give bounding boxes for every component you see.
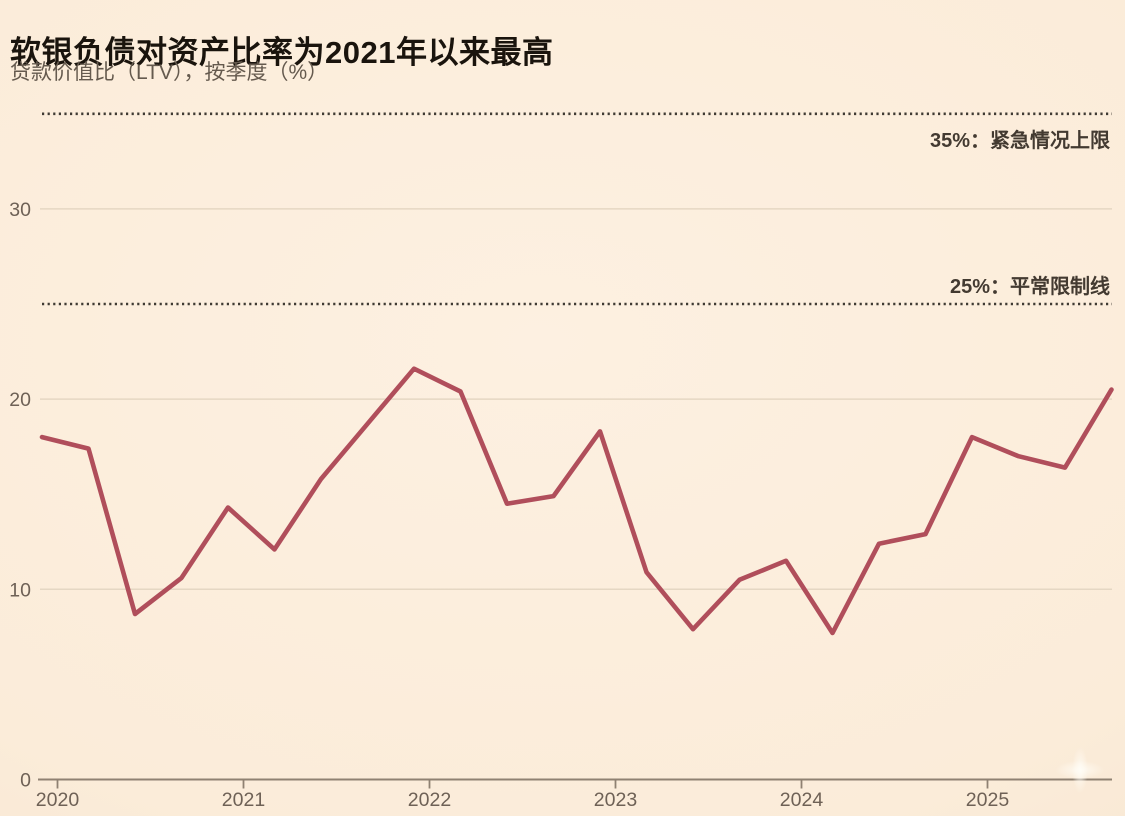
x-axis-label-2022: 2022 xyxy=(408,789,451,811)
y-axis-label-10: 10 xyxy=(9,579,31,601)
x-axis-label-2025: 2025 xyxy=(966,789,1010,811)
x-axis-label-2024: 2024 xyxy=(780,789,824,811)
x-axis-label-2021: 2021 xyxy=(222,789,265,811)
y-axis-label-0: 0 xyxy=(20,770,31,792)
ltv-line-series xyxy=(39,366,1114,636)
y-axis-label-30: 30 xyxy=(9,199,31,221)
chart-title: 软银负债对资产比率为2021年以来最高 xyxy=(10,34,554,70)
reference-label-35: 35%：紧急情况上限 xyxy=(930,128,1110,152)
reference-label-25: 25%：平常限制线 xyxy=(950,274,1110,298)
x-axis-label-2023: 2023 xyxy=(594,789,637,811)
chart-subtitle: 贷款价值比（LTV），按季度（%） xyxy=(10,61,329,84)
y-axis-label-20: 20 xyxy=(9,389,31,411)
x-axis-label-2020: 2020 xyxy=(36,789,80,811)
